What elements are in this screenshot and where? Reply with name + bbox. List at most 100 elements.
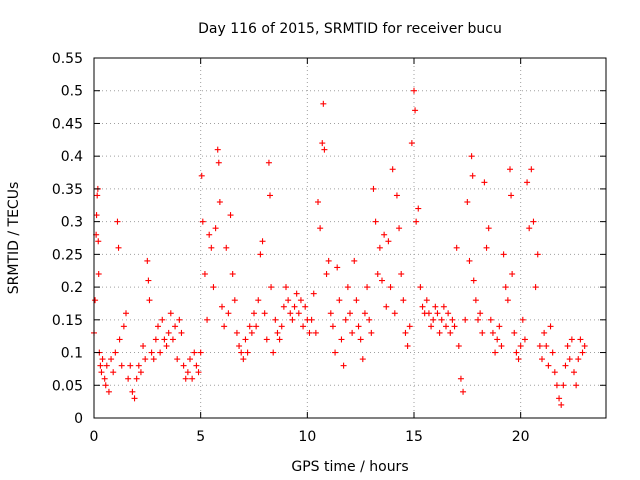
data-point bbox=[368, 329, 375, 336]
data-point bbox=[225, 310, 232, 317]
data-point bbox=[261, 310, 268, 317]
data-point bbox=[543, 343, 550, 349]
data-point bbox=[464, 199, 471, 205]
data-point bbox=[323, 271, 330, 277]
data-point bbox=[417, 284, 424, 291]
data-point bbox=[379, 277, 385, 284]
data-point bbox=[475, 316, 481, 323]
data-point bbox=[340, 362, 347, 369]
data-point bbox=[432, 303, 439, 310]
data-point bbox=[176, 316, 183, 323]
data-point bbox=[283, 284, 289, 291]
data-point bbox=[504, 297, 511, 304]
data-point bbox=[415, 205, 422, 212]
x-axis-label: GPS time / hours bbox=[291, 459, 408, 475]
data-point bbox=[297, 297, 304, 304]
data-point bbox=[364, 284, 371, 291]
data-point bbox=[419, 303, 426, 310]
data-point bbox=[349, 329, 356, 336]
data-point bbox=[334, 264, 341, 271]
data-point bbox=[393, 192, 400, 199]
data-point bbox=[581, 343, 588, 349]
data-point bbox=[541, 329, 548, 336]
data-point bbox=[434, 310, 441, 317]
data-point bbox=[248, 329, 255, 336]
data-point bbox=[430, 316, 437, 323]
data-point bbox=[184, 369, 191, 376]
data-point bbox=[553, 382, 560, 389]
data-point bbox=[308, 316, 315, 323]
data-point bbox=[159, 316, 166, 323]
data-point bbox=[528, 166, 535, 173]
data-point bbox=[302, 303, 309, 310]
data-point bbox=[376, 244, 383, 251]
data-point bbox=[387, 284, 394, 291]
data-point bbox=[278, 323, 285, 330]
data-point bbox=[487, 316, 494, 323]
data-point bbox=[400, 297, 407, 304]
data-point bbox=[469, 172, 476, 179]
data-point bbox=[498, 343, 505, 349]
data-point bbox=[566, 356, 573, 363]
data-point bbox=[163, 343, 170, 349]
data-point bbox=[274, 329, 281, 336]
data-point bbox=[560, 382, 567, 389]
grid-lines bbox=[94, 58, 606, 418]
data-point bbox=[468, 153, 475, 160]
data-point bbox=[526, 225, 533, 232]
data-point bbox=[398, 271, 405, 277]
y-tick-label: 0.4 bbox=[61, 149, 83, 165]
data-point bbox=[327, 310, 334, 317]
data-point bbox=[285, 297, 292, 304]
data-point bbox=[276, 336, 283, 343]
data-point bbox=[110, 369, 117, 376]
data-point bbox=[315, 199, 321, 205]
data-point bbox=[270, 349, 277, 356]
data-point bbox=[342, 316, 349, 323]
data-point bbox=[263, 336, 270, 343]
data-point bbox=[447, 329, 454, 336]
data-point bbox=[231, 297, 238, 304]
data-point bbox=[240, 356, 247, 363]
data-point bbox=[347, 310, 353, 317]
data-point bbox=[219, 303, 225, 310]
data-point bbox=[519, 316, 526, 323]
data-point bbox=[351, 257, 358, 264]
data-point bbox=[502, 284, 509, 291]
data-point bbox=[142, 356, 149, 363]
data-point bbox=[165, 329, 172, 336]
data-point bbox=[161, 336, 168, 343]
data-point bbox=[359, 356, 366, 363]
data-point bbox=[150, 356, 157, 363]
data-point bbox=[152, 336, 159, 343]
data-point bbox=[300, 323, 307, 330]
data-points bbox=[91, 87, 588, 408]
data-point bbox=[338, 336, 345, 343]
data-point bbox=[146, 297, 153, 304]
data-point bbox=[568, 336, 575, 343]
data-point bbox=[372, 218, 379, 225]
data-point bbox=[182, 375, 189, 382]
data-point bbox=[389, 166, 396, 173]
data-point bbox=[534, 251, 541, 258]
data-point bbox=[289, 316, 296, 323]
data-point bbox=[123, 310, 129, 317]
data-point bbox=[144, 257, 151, 264]
x-tick-label: 10 bbox=[298, 429, 316, 445]
data-point bbox=[112, 349, 119, 356]
data-point bbox=[425, 310, 432, 317]
data-point bbox=[180, 362, 187, 369]
data-point bbox=[93, 212, 100, 219]
data-point bbox=[412, 107, 419, 114]
data-point bbox=[466, 257, 473, 264]
data-point bbox=[443, 323, 449, 330]
data-point bbox=[438, 316, 445, 323]
data-point bbox=[319, 140, 326, 147]
data-point bbox=[103, 362, 110, 369]
data-point bbox=[187, 356, 193, 363]
data-point bbox=[116, 336, 123, 343]
data-point bbox=[197, 349, 204, 356]
data-point bbox=[114, 218, 121, 225]
data-point bbox=[562, 362, 569, 369]
